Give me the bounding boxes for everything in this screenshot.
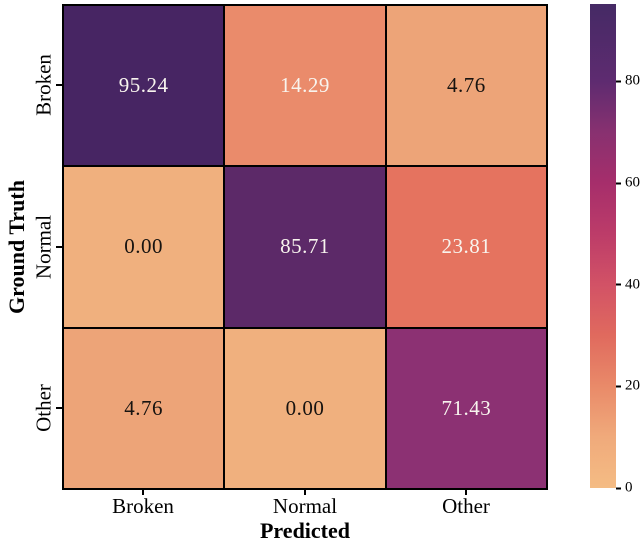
colorbar-tick: 60 bbox=[616, 174, 640, 191]
x-axis-tick-mark bbox=[465, 490, 467, 495]
x-tick-label-normal: Normal bbox=[272, 494, 338, 518]
heatmap-cell: 71.43 bbox=[386, 328, 546, 488]
heatmap-cell: 4.76 bbox=[386, 6, 546, 166]
colorbar-tick-mark bbox=[616, 80, 621, 83]
x-axis-title: Predicted bbox=[259, 518, 351, 543]
x-tick-label-other: Other bbox=[442, 494, 490, 518]
y-tick-label-normal: Normal bbox=[31, 214, 56, 280]
heatmap-cell: 0.00 bbox=[64, 167, 224, 327]
y-tick-label-other: Other bbox=[31, 384, 56, 432]
heatmap-cell: 85.71 bbox=[225, 167, 385, 327]
y-axis-tick-mark bbox=[56, 84, 62, 86]
colorbar-gradient bbox=[590, 4, 616, 488]
colorbar-tick-label: 80 bbox=[625, 72, 640, 89]
colorbar-tick: 0 bbox=[616, 479, 633, 496]
heatmap-cell: 0.00 bbox=[225, 328, 385, 488]
colorbar-tick-label: 20 bbox=[625, 377, 640, 394]
y-axis-tick-mark bbox=[56, 246, 62, 248]
y-axis-tick-mark bbox=[56, 407, 62, 409]
y-tick-label-broken: Broken bbox=[31, 54, 56, 116]
y-axis-title: Ground Truth bbox=[4, 180, 29, 314]
colorbar-tick: 80 bbox=[616, 72, 640, 89]
colorbar-tick: 40 bbox=[616, 277, 640, 292]
heatmap-cell: 14.29 bbox=[225, 6, 385, 166]
colorbar-tick: 20 bbox=[616, 377, 640, 394]
heatmap-cell: 23.81 bbox=[386, 167, 546, 327]
colorbar-tick-mark bbox=[616, 487, 621, 489]
colorbar-tick-mark bbox=[616, 385, 621, 388]
x-tick-label-broken: Broken bbox=[112, 494, 174, 518]
heatmap-cell: 95.24 bbox=[64, 6, 224, 166]
colorbar-tick-mark bbox=[616, 283, 621, 286]
x-axis-tick-mark bbox=[304, 490, 306, 495]
colorbar-ticks: 0 20 40 60 80 bbox=[616, 4, 640, 495]
x-axis-tick-mark bbox=[142, 490, 144, 495]
heatmap-grid: 95.24 14.29 4.76 0.00 85.71 23.81 4.76 0… bbox=[62, 4, 548, 490]
colorbar-tick-label: 60 bbox=[625, 174, 640, 191]
heatmap-cell: 4.76 bbox=[64, 328, 224, 488]
colorbar-tick-label: 0 bbox=[625, 479, 633, 496]
colorbar-tick-mark bbox=[616, 182, 621, 185]
colorbar-tick-label: 40 bbox=[625, 276, 640, 293]
